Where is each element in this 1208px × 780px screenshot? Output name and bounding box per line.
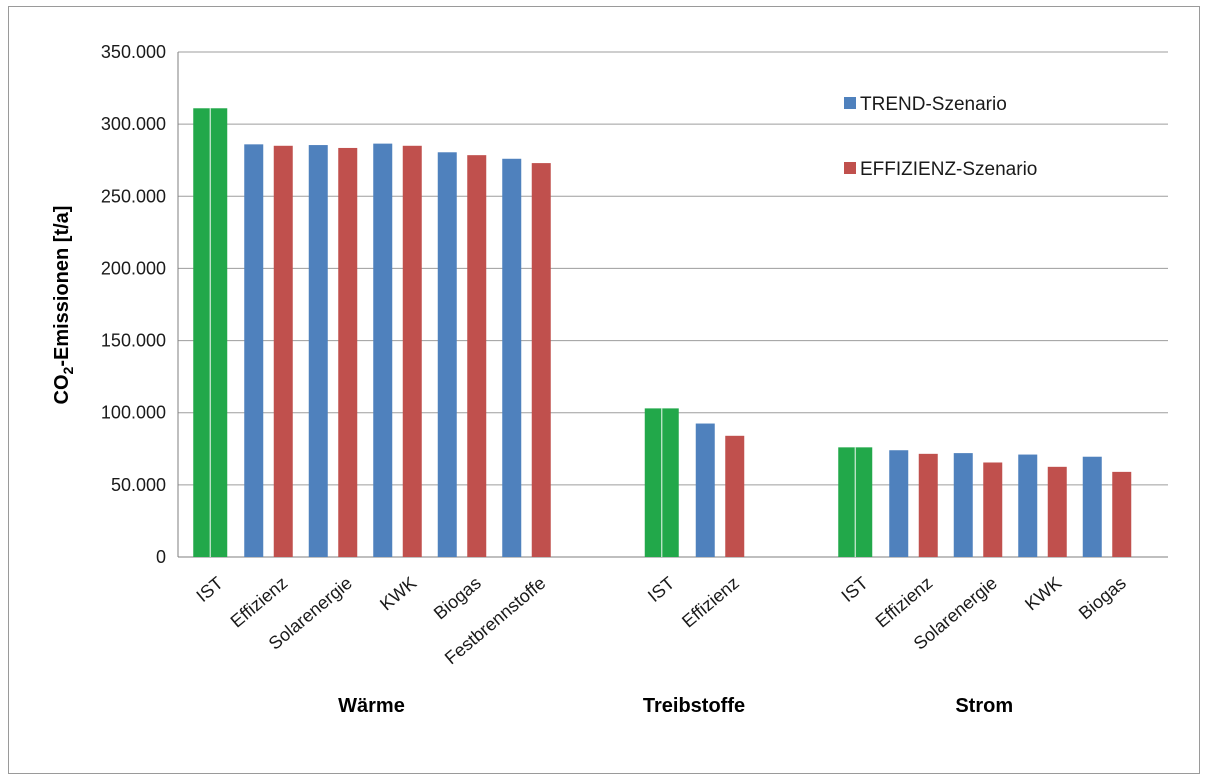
y-tick-label: 50.000 xyxy=(111,475,166,495)
legend-swatch xyxy=(844,97,856,109)
category-label: Effizienz xyxy=(872,573,937,632)
y-axis-label-part: -Emissionen [t/a] xyxy=(51,206,73,367)
group-label: Treibstoffe xyxy=(643,695,745,717)
category-label: Biogas xyxy=(430,573,485,624)
category-label: IST xyxy=(644,573,678,606)
bar-effizienz xyxy=(467,155,487,557)
bar-trend xyxy=(1018,454,1038,557)
y-tick-label: 250.000 xyxy=(101,186,166,206)
y-tick-label: 300.000 xyxy=(101,114,166,134)
bar-effizienz xyxy=(1112,471,1132,557)
bar-effizienz xyxy=(918,453,938,557)
bar-effizienz xyxy=(725,435,745,557)
category-label: KWK xyxy=(376,573,420,615)
category-label: IST xyxy=(838,573,872,606)
group-label: Strom xyxy=(955,695,1013,717)
y-tick-label: 0 xyxy=(156,547,166,567)
group-label: Wärme xyxy=(338,695,405,717)
legend-label: TREND-Szenario xyxy=(860,94,1007,115)
y-tick-label: 150.000 xyxy=(101,331,166,351)
bar-effizienz xyxy=(338,147,358,557)
legend-swatch xyxy=(844,162,856,174)
bar-trend xyxy=(695,423,715,557)
bar-trend xyxy=(889,450,909,557)
y-axis-label-subscript: 2 xyxy=(60,366,76,374)
category-label: Effizienz xyxy=(227,573,292,632)
y-tick-label: 200.000 xyxy=(101,258,166,278)
bar-effizienz xyxy=(402,145,422,558)
bar-trend xyxy=(437,152,457,557)
y-axis-label: CO2-Emissionen [t/a] xyxy=(51,206,76,405)
y-axis-label-part: CO xyxy=(51,374,73,404)
bar-trend xyxy=(1082,456,1102,557)
legend-label: EFFIZIENZ-Szenario xyxy=(860,159,1037,180)
bar-trend xyxy=(502,158,522,557)
bar-effizienz xyxy=(1047,466,1067,557)
category-label: Effizienz xyxy=(678,573,743,632)
category-label: KWK xyxy=(1021,573,1065,615)
bar-trend xyxy=(308,145,328,558)
bar-effizienz xyxy=(983,462,1003,557)
y-tick-label: 100.000 xyxy=(101,403,166,423)
bar-effizienz xyxy=(273,145,293,558)
bar-trend xyxy=(953,453,973,557)
category-label: Biogas xyxy=(1075,573,1130,624)
category-label: IST xyxy=(193,573,227,606)
bar-trend xyxy=(373,143,393,557)
bar-effizienz xyxy=(531,163,551,557)
bar-trend xyxy=(244,144,264,558)
y-tick-label: 350.000 xyxy=(101,42,166,62)
